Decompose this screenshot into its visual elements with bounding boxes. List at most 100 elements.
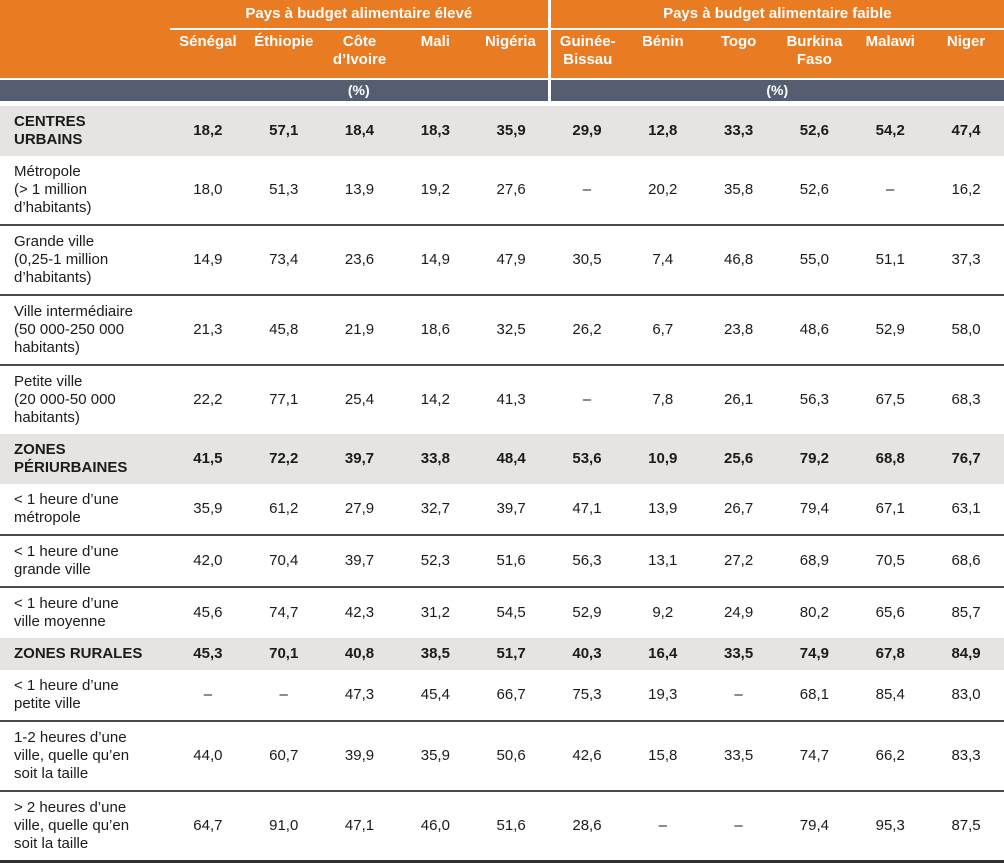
value-cell: 26,2 (549, 294, 625, 365)
value-cell: 83,0 (951, 686, 981, 703)
value-cell: 25,4 (321, 364, 398, 434)
value-cell: 74,7 (245, 586, 322, 638)
country-header-row: Sénégal Éthiopie Côte d’Ivoire Mali Nigéria G… (0, 29, 1004, 79)
value-cell: 80,2 (776, 586, 853, 638)
value-cell: 39,9 (321, 720, 398, 791)
row-label: CENTRES URBAINS (0, 103, 170, 156)
value-cell: 7,4 (624, 224, 701, 295)
value-cell: 91,0 (245, 790, 322, 862)
value-cell: 35,9 (397, 720, 474, 791)
value-cell: 95,3 (852, 790, 929, 862)
section-row: CENTRES URBAINS 18,2 57,1 18,4 18,3 35,9 29,9 1… (0, 103, 1004, 156)
value-cell: 53,6 (549, 434, 625, 484)
table-row: < 1 heure d’une grande ville 42,0 70,4 39,7… (0, 534, 1004, 587)
value-cell: 23,8 (700, 294, 777, 365)
value-cell: 72,2 (245, 434, 322, 484)
value-cell: 14,2 (397, 364, 474, 434)
country-header: Guinée- Bissau (547, 29, 625, 79)
value-cell: 26,7 (723, 500, 754, 517)
row-label: < 1 heure d’une métropole (14, 491, 119, 526)
value-cell: 22,2 (170, 364, 246, 434)
value-cell: 25,6 (700, 434, 777, 484)
value-cell: 57,1 (245, 103, 322, 156)
value-cell: 52,9 (852, 294, 929, 365)
value-cell: 21,9 (321, 294, 398, 365)
corner-cell (0, 78, 170, 106)
value-cell: 32,5 (473, 294, 550, 365)
value-cell: 16,2 (951, 181, 981, 198)
value-cell: 79,2 (776, 434, 853, 484)
value-cell: 23,6 (321, 224, 398, 295)
value-cell: 40,8 (321, 638, 398, 670)
country-header: Togo (700, 29, 777, 79)
row-label: > 2 heures d’une ville, quelle qu’en soi… (0, 790, 170, 862)
value-cell: 19,3 (648, 686, 678, 703)
value-cell: 77,1 (245, 364, 322, 434)
value-cell: 85,4 (875, 686, 905, 703)
value-cell: 39,7 (321, 434, 398, 484)
table-row: Métropole (> 1 million d’habitants) 18,0 5… (0, 156, 1004, 225)
value-cell: – (203, 686, 213, 703)
corner-cell (0, 29, 170, 79)
value-cell: 19,2 (420, 181, 450, 198)
value-cell: 21,3 (170, 294, 246, 365)
value-cell: 67,8 (852, 638, 929, 670)
value-cell: 42,3 (321, 586, 398, 638)
table-row: < 1 heure d’une ville moyenne 45,6 74,7 42,… (0, 586, 1004, 638)
value-cell: 50,6 (473, 720, 550, 791)
group-header-high-budget: Pays à budget alimentaire élevé (170, 0, 550, 30)
value-cell: 20,2 (648, 181, 678, 198)
value-cell: 79,4 (799, 500, 829, 517)
value-cell: 33,5 (700, 720, 777, 791)
table-row: < 1 heure d’une petite ville – – 47,3 45,4 66… (0, 670, 1004, 721)
value-cell: 51,1 (852, 224, 929, 295)
value-cell: 70,4 (245, 534, 322, 587)
value-cell: – (700, 790, 777, 862)
value-cell: 68,3 (928, 364, 1004, 434)
value-cell: 52,3 (397, 534, 474, 587)
value-cell: 14,9 (397, 224, 474, 295)
value-cell: – (886, 181, 895, 198)
value-cell: 39,7 (321, 534, 398, 587)
value-cell: 51,7 (473, 638, 550, 670)
row-label: Métropole (> 1 million d’habitants) (14, 163, 92, 216)
row-label: Ville intermédiaire (50 000-250 000 habi… (0, 294, 170, 365)
value-cell: 35,9 (473, 103, 550, 156)
section-row: ZONES RURALES 45,3 70,1 40,8 38,5 51,7 40,3 16,… (0, 638, 1004, 670)
value-cell: 18,6 (397, 294, 474, 365)
value-cell: 56,3 (549, 534, 625, 587)
country-header: Éthiopie (245, 29, 322, 79)
value-cell: 40,3 (549, 638, 625, 670)
value-cell: 10,9 (624, 434, 701, 484)
unit-label-high-budget: (%) (170, 78, 550, 106)
value-cell: 27,2 (700, 534, 777, 587)
row-label: ZONES RURALES (0, 638, 170, 670)
value-cell: 18,3 (397, 103, 474, 156)
value-cell: 74,7 (776, 720, 853, 791)
value-cell: 52,6 (799, 181, 829, 198)
value-cell: – (734, 686, 743, 703)
unit-label-low-budget: (%) (547, 78, 1004, 106)
value-cell: 63,1 (951, 500, 981, 517)
value-cell: 33,3 (700, 103, 777, 156)
value-cell: 45,3 (170, 638, 246, 670)
unit-row: (%) (%) (0, 78, 1004, 106)
country-header: Côte d’Ivoire (321, 29, 398, 79)
table-row: < 1 heure d’une métropole 35,9 61,2 27,9 32,… (0, 484, 1004, 535)
value-cell: 76,7 (928, 434, 1004, 484)
table-row: > 2 heures d’une ville, quelle qu’en soi… (0, 790, 1004, 862)
group-header-row: Pays à budget alimentaire élevé Pays à b… (0, 0, 1004, 30)
value-cell: 48,6 (776, 294, 853, 365)
value-cell: 30,5 (549, 224, 625, 295)
value-cell: 47,4 (928, 103, 1004, 156)
value-cell: 55,0 (776, 224, 853, 295)
row-label: < 1 heure d’une ville moyenne (0, 586, 170, 638)
value-cell: 13,9 (344, 181, 375, 198)
value-cell: 24,9 (700, 586, 777, 638)
table-row: Ville intermédiaire (50 000-250 000 habi… (0, 294, 1004, 365)
row-label: < 1 heure d’une petite ville (14, 677, 119, 712)
value-cell: 13,9 (648, 500, 678, 517)
value-cell: 39,7 (496, 500, 526, 517)
value-cell: 51,6 (473, 790, 550, 862)
value-cell: 42,6 (549, 720, 625, 791)
